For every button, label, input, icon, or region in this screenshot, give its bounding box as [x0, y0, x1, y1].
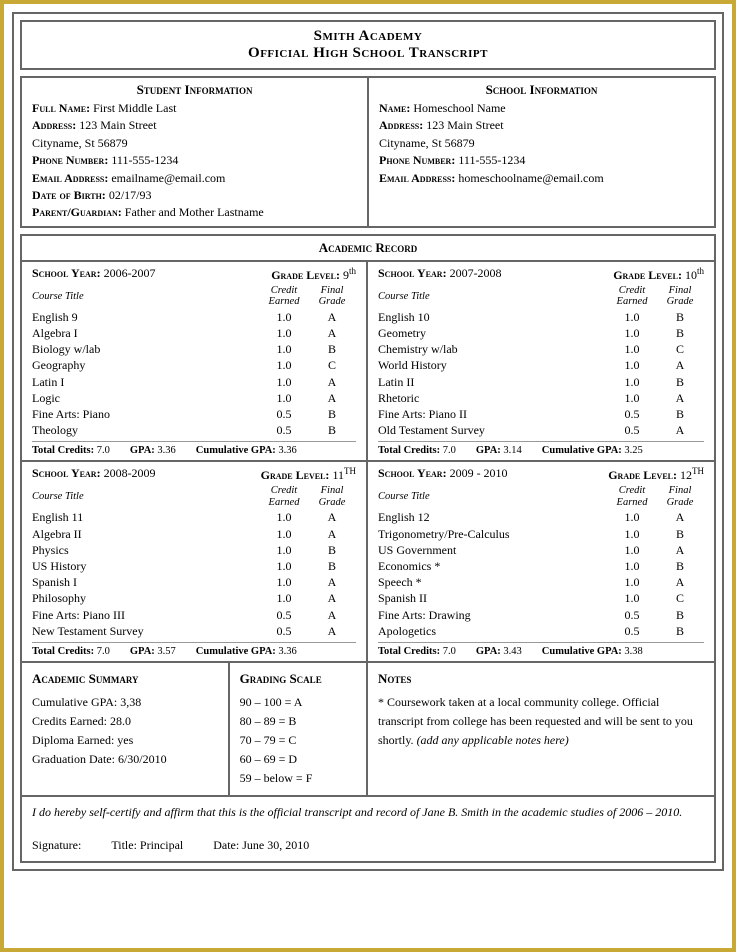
certification: I do hereby self-certify and affirm that… — [22, 797, 714, 861]
year-cell: School Year: 2007-2008 Grade Level: 10th… — [368, 262, 714, 463]
notes: Notes * Coursework taken at a local comm… — [368, 663, 714, 795]
signature-label: Signature: — [32, 838, 81, 853]
course-row: Latin II1.0B — [378, 374, 704, 390]
course-row: Logic1.0A — [32, 390, 356, 406]
course-row: Latin I1.0A — [32, 374, 356, 390]
course-row: New Testament Survey0.5A — [32, 623, 356, 639]
course-row: Spanish II1.0C — [378, 590, 704, 606]
course-row: English 121.0A — [378, 509, 704, 525]
course-row: English 111.0A — [32, 509, 356, 525]
info-row: Full Name: First Middle Last — [32, 100, 357, 117]
info-row: Date of Birth: 02/17/93 — [32, 187, 357, 204]
course-row: Fine Arts: Piano III0.5A — [32, 607, 356, 623]
course-row: English 91.0A — [32, 309, 356, 325]
info-row: Phone Number: 111-555-1234 — [379, 152, 704, 169]
student-info: Student Information Full Name: First Mid… — [20, 76, 369, 228]
course-row: Speech *1.0A — [378, 574, 704, 590]
bottom-grid: Academic Summary Cumulative GPA: 3,38Cre… — [22, 663, 714, 797]
course-row: Physics1.0B — [32, 542, 356, 558]
info-row: Cityname, St 56879 — [379, 135, 704, 152]
header: Smith Academy Official High School Trans… — [20, 20, 716, 70]
info-row: Address: 123 Main Street — [32, 117, 357, 134]
info-row: Parent/Guardian: Father and Mother Lastn… — [32, 204, 357, 221]
course-row: English 101.0B — [378, 309, 704, 325]
course-row: Rhetoric1.0A — [378, 390, 704, 406]
academic-summary: Academic Summary Cumulative GPA: 3,38Cre… — [22, 663, 230, 795]
course-row: Trigonometry/Pre-Calculus1.0B — [378, 526, 704, 542]
info-row: Email Address: homeschoolname@email.com — [379, 170, 704, 187]
year-cell: School Year: 2009 - 2010 Grade Level: 12… — [368, 462, 714, 663]
course-row: US History1.0B — [32, 558, 356, 574]
course-row: Fine Arts: Piano0.5B — [32, 406, 356, 422]
course-row: World History1.0A — [378, 357, 704, 373]
course-row: Algebra II1.0A — [32, 526, 356, 542]
course-row: Chemistry w/lab1.0C — [378, 341, 704, 357]
title-label: Title: Principal — [111, 838, 183, 853]
course-row: Theology0.5B — [32, 422, 356, 438]
date-label: Date: June 30, 2010 — [213, 838, 309, 853]
year-cell: School Year: 2006-2007 Grade Level: 9th … — [22, 262, 368, 463]
school-info: School Information Name: Homeschool Name… — [369, 76, 716, 228]
course-row: Geography1.0C — [32, 357, 356, 373]
course-row: Philosophy1.0A — [32, 590, 356, 606]
course-row: Economics *1.0B — [378, 558, 704, 574]
school-name: Smith Academy — [28, 28, 708, 45]
academic-record: Academic Record School Year: 2006-2007 G… — [20, 234, 716, 863]
course-row: Fine Arts: Piano II0.5B — [378, 406, 704, 422]
year-cell: School Year: 2008-2009 Grade Level: 11TH… — [22, 462, 368, 663]
course-row: Algebra I1.0A — [32, 325, 356, 341]
course-row: US Government1.0A — [378, 542, 704, 558]
info-row: Cityname, St 56879 — [32, 135, 357, 152]
course-row: Biology w/lab1.0B — [32, 341, 356, 357]
info-row: Phone Number: 111-555-1234 — [32, 152, 357, 169]
info-row: Email Address: emailname@email.com — [32, 170, 357, 187]
course-row: Old Testament Survey0.5A — [378, 422, 704, 438]
course-row: Apologetics0.5B — [378, 623, 704, 639]
course-row: Spanish I1.0A — [32, 574, 356, 590]
course-row: Geometry1.0B — [378, 325, 704, 341]
doc-title: Official High School Transcript — [28, 45, 708, 62]
info-row: Address: 123 Main Street — [379, 117, 704, 134]
course-row: Fine Arts: Drawing0.5B — [378, 607, 704, 623]
info-row: Student Information Full Name: First Mid… — [20, 76, 716, 228]
transcript: Smith Academy Official High School Trans… — [12, 12, 724, 871]
grading-scale: Grading Scale 90 – 100 = A80 – 89 = B70 … — [230, 663, 368, 795]
info-row: Name: Homeschool Name — [379, 100, 704, 117]
